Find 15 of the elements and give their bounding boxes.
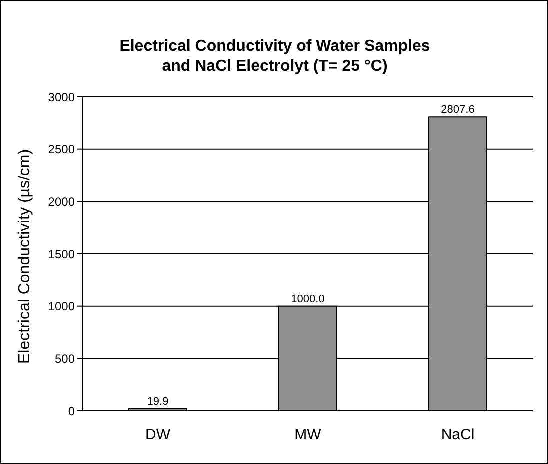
y-tick-label: 1500 — [48, 247, 76, 262]
data-label: 19.9 — [147, 396, 169, 408]
y-axis-title: Electrical Conductivity (µs/cm) — [16, 149, 34, 364]
x-tick-label: NaCl — [441, 426, 475, 444]
y-tick-label: 0 — [68, 404, 76, 418]
y-tick-label: 3000 — [48, 90, 76, 104]
y-tick-label: 1000 — [48, 300, 76, 314]
y-tick-label: 500 — [54, 352, 76, 366]
data-label: 2807.6 — [441, 104, 475, 116]
y-tick-label: 2000 — [48, 194, 76, 209]
x-tick-label: DW — [146, 426, 172, 444]
x-tick-label: MW — [294, 426, 322, 444]
data-label: 1000.0 — [291, 293, 325, 306]
y-tick-label: 2500 — [48, 142, 76, 157]
chart-title: Electrical Conductivity of Water Samples and NaCl Electrolyt (T= 25 °C) — [118, 37, 432, 77]
